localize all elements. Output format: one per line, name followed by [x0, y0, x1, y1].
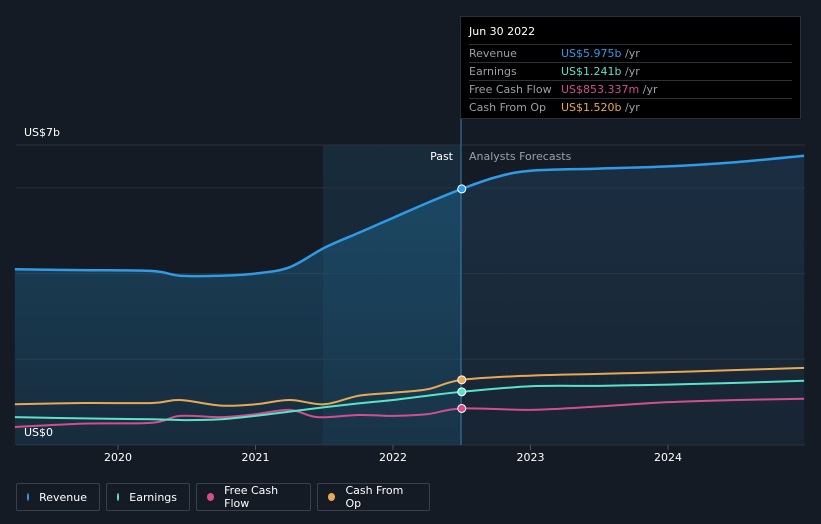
- tooltip-value: US$1.241b: [561, 65, 622, 78]
- revenue-forecast-area: [461, 155, 805, 445]
- tooltip-label: Free Cash Flow: [469, 83, 552, 96]
- legend-label: Free Cash Flow: [224, 484, 279, 510]
- legend-dot-icon: [328, 493, 336, 501]
- x-tick-label: 2024: [654, 451, 682, 464]
- tooltip-unit: /yr: [625, 101, 640, 114]
- forecast-label: Analysts Forecasts: [469, 150, 572, 163]
- tooltip-unit: /yr: [625, 47, 640, 60]
- legend-item-earnings[interactable]: Earnings: [106, 483, 190, 511]
- series-areas: [14, 155, 805, 445]
- free-cash-flow-marker: [457, 403, 467, 413]
- series-markers: [457, 184, 467, 413]
- legend-dot-icon: [207, 493, 215, 501]
- past-label: Past: [430, 150, 454, 163]
- earnings-marker: [457, 387, 467, 397]
- tooltip-unit: /yr: [625, 65, 640, 78]
- tooltip-row-cash-from-op: Cash From Op US$1.520b /yr: [469, 98, 792, 116]
- x-tick-label: 2021: [242, 451, 270, 464]
- legend-item-free-cash-flow[interactable]: Free Cash Flow: [196, 483, 311, 511]
- revenue-line: [14, 154, 805, 278]
- tooltip-value: US$1.520b: [561, 101, 622, 114]
- legend-label: Earnings: [129, 490, 177, 504]
- free-cash-flow-line: [14, 397, 805, 428]
- legend-item-cash-from-op[interactable]: Cash From Op: [317, 483, 430, 511]
- tooltip: Jun 30 2022 Revenue US$5.975b /yr Earnin…: [460, 16, 801, 119]
- tooltip-label: Cash From Op: [469, 101, 547, 114]
- legend-dot-icon: [117, 493, 120, 501]
- cash-from-op-marker: [457, 375, 467, 385]
- tooltip-row-revenue: Revenue US$5.975b /yr: [469, 44, 792, 62]
- x-axis: 2020 2021 2022 2023 2024: [104, 445, 682, 464]
- tooltip-value: US$5.975b: [561, 47, 622, 60]
- y-max-label: US$7b: [24, 126, 60, 139]
- revenue-marker: [457, 184, 467, 194]
- cash-from-op-line: [14, 366, 805, 407]
- legend-item-revenue[interactable]: Revenue: [16, 483, 100, 511]
- legend: Revenue Earnings Free Cash Flow Cash Fro…: [16, 483, 430, 511]
- x-tick-label: 2022: [379, 451, 407, 464]
- earnings-line: [14, 379, 805, 422]
- legend-label: Cash From Op: [345, 484, 404, 510]
- tooltip-label: Earnings: [469, 65, 517, 78]
- tooltip-row-earnings: Earnings US$1.241b /yr: [469, 62, 792, 80]
- x-tick-label: 2023: [517, 451, 545, 464]
- revenue-past-area: [14, 188, 462, 445]
- tooltip-unit: /yr: [642, 83, 658, 96]
- x-tick-label: 2020: [104, 451, 132, 464]
- tooltip-label: Revenue: [469, 47, 517, 60]
- legend-label: Revenue: [39, 490, 87, 504]
- tooltip-value: US$853.337m: [561, 83, 640, 96]
- tooltip-row-free-cash-flow: Free Cash Flow US$853.337m /yr: [469, 80, 792, 98]
- series-lines: [14, 154, 805, 428]
- legend-dot-icon: [27, 493, 30, 501]
- tooltip-date: Jun 30 2022: [469, 25, 536, 38]
- y-min-label: US$0: [24, 426, 53, 439]
